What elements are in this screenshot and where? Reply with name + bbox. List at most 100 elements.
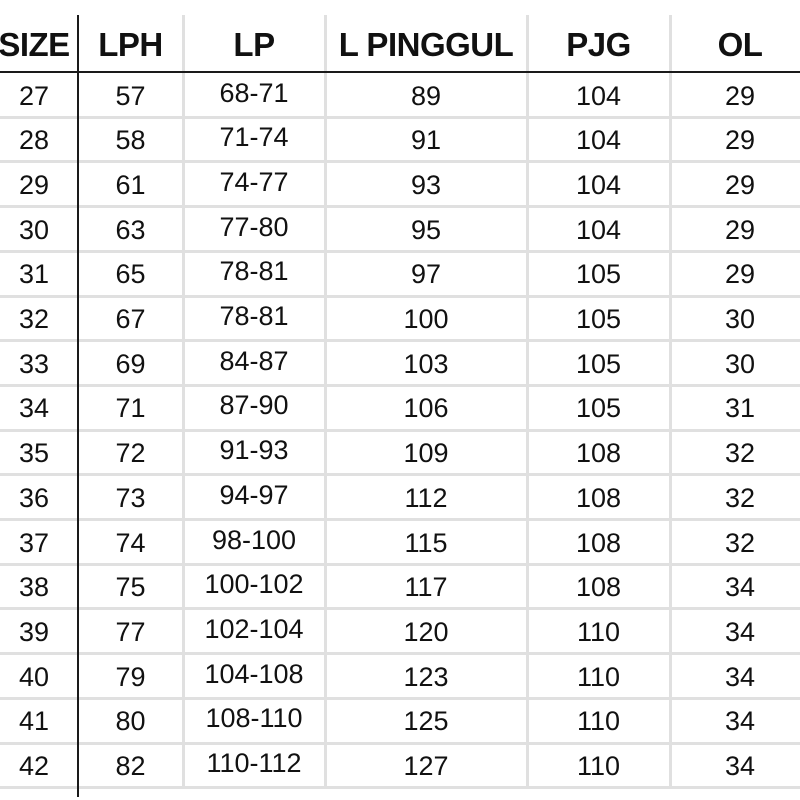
cell-size: 27 [18, 80, 50, 111]
cell-size: 31 [18, 259, 50, 290]
row-divider [0, 741, 800, 745]
cell-ol: 31 [724, 393, 756, 424]
cell-lph: 73 [115, 482, 146, 513]
cell-ol: 29 [724, 80, 756, 111]
cell-pjg: 104 [575, 169, 622, 200]
cell-size: 30 [18, 214, 50, 245]
cell-lph: 82 [115, 751, 146, 781]
row-divider [0, 473, 800, 477]
row-divider [0, 205, 800, 209]
cell-size: 40 [18, 661, 50, 692]
cell-l-pinggul: 115 [404, 527, 448, 558]
cell-ol: 30 [724, 304, 756, 334]
cell-lph: 77 [115, 616, 146, 647]
cell-lph: 75 [115, 572, 146, 603]
cell-lp: 94-97 [219, 479, 289, 510]
cell-lph: 65 [115, 259, 146, 290]
cell-l-pinggul: 127 [403, 751, 449, 781]
row-divider [0, 786, 800, 790]
cell-lph: 63 [115, 214, 146, 245]
row-divider [0, 652, 800, 656]
header-size: SIZE [0, 26, 70, 63]
cell-size: 39 [18, 616, 50, 647]
cell-size: 37 [18, 527, 50, 558]
cell-lph: 80 [115, 706, 146, 737]
cell-ol: 34 [724, 572, 756, 603]
cell-pjg: 110 [576, 616, 621, 647]
cell-lp: 91-93 [219, 435, 289, 466]
cell-ol: 30 [724, 348, 756, 379]
cell-lph: 67 [115, 304, 146, 334]
row-divider [0, 294, 800, 298]
cell-l-pinggul: 103 [403, 348, 449, 379]
cell-lph: 74 [115, 527, 146, 558]
cell-lph: 79 [115, 661, 146, 692]
cell-lph: 57 [115, 80, 146, 111]
cell-pjg: 108 [575, 482, 622, 513]
cell-l-pinggul: 109 [403, 438, 449, 469]
cell-lp: 78-81 [219, 301, 289, 331]
cell-lp: 71-74 [219, 122, 289, 153]
cell-size: 42 [18, 751, 50, 781]
cell-pjg: 110 [576, 751, 621, 781]
cell-size: 32 [18, 304, 50, 334]
cell-lp: 98-100 [211, 524, 297, 555]
row-divider [0, 383, 800, 387]
header-divider [0, 71, 800, 73]
cell-pjg: 105 [575, 259, 622, 290]
cell-l-pinggul: 100 [403, 304, 449, 334]
cell-pjg: 110 [576, 706, 621, 737]
cell-ol: 29 [724, 125, 756, 156]
cell-lp: 102-104 [204, 613, 304, 644]
row-divider [0, 428, 800, 432]
header-lph: LPH [98, 26, 163, 63]
cell-size: 36 [18, 482, 50, 513]
cell-l-pinggul: 97 [410, 259, 442, 290]
column-divider [526, 15, 529, 787]
row-divider [0, 562, 800, 566]
cell-ol: 34 [724, 706, 756, 737]
cell-ol: 34 [724, 751, 756, 781]
row-divider [0, 249, 800, 253]
cell-l-pinggul: 89 [410, 80, 442, 111]
cell-lp: 78-81 [219, 256, 289, 287]
cell-l-pinggul: 93 [410, 169, 442, 200]
cell-l-pinggul: 112 [404, 482, 448, 513]
cell-ol: 34 [724, 661, 756, 692]
header-l-pinggul: L PINGGUL [338, 26, 514, 63]
cell-size: 28 [18, 125, 50, 156]
cell-size: 33 [18, 348, 50, 379]
cell-lp: 108-110 [205, 703, 303, 734]
cell-ol: 29 [724, 214, 756, 245]
cell-size: 29 [18, 169, 50, 200]
cell-lph: 61 [115, 169, 146, 200]
cell-lph: 72 [115, 438, 146, 469]
cell-size: 35 [18, 438, 50, 469]
cell-lp: 100-102 [204, 569, 304, 600]
cell-lph: 58 [115, 125, 146, 156]
cell-pjg: 105 [575, 304, 622, 334]
cell-lp: 68-71 [219, 77, 289, 108]
cell-ol: 34 [724, 616, 756, 647]
row-divider [0, 160, 800, 164]
cell-pjg: 105 [575, 348, 622, 379]
cell-pjg: 104 [575, 125, 622, 156]
size-column-divider [77, 15, 79, 797]
cell-lp: 87-90 [219, 390, 289, 421]
cell-lp: 110-112 [206, 748, 302, 778]
cell-lph: 69 [115, 348, 146, 379]
header-pjg: PJG [566, 26, 631, 63]
cell-l-pinggul: 117 [404, 572, 448, 603]
row-divider [0, 115, 800, 119]
cell-ol: 29 [724, 259, 756, 290]
header-lp: LP [233, 26, 275, 63]
cell-l-pinggul: 91 [410, 125, 442, 156]
row-divider [0, 696, 800, 700]
column-divider [669, 15, 672, 787]
cell-pjg: 104 [575, 214, 622, 245]
cell-ol: 32 [724, 527, 756, 558]
column-divider [324, 15, 327, 787]
row-divider [0, 339, 800, 343]
cell-pjg: 108 [575, 438, 622, 469]
cell-lp: 77-80 [219, 211, 289, 242]
